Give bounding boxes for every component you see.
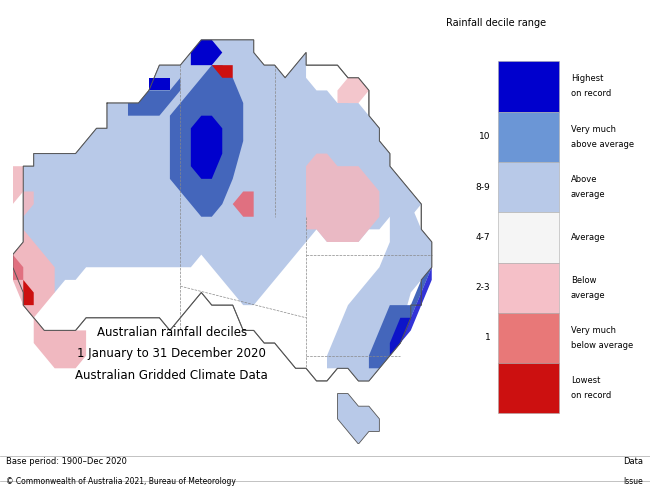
Text: Australian Gridded Climate Data: Australian Gridded Climate Data bbox=[75, 369, 268, 382]
Bar bbox=[499, 162, 559, 212]
Bar bbox=[499, 263, 559, 313]
Text: 1: 1 bbox=[485, 333, 490, 343]
Polygon shape bbox=[390, 267, 432, 356]
Polygon shape bbox=[327, 103, 358, 128]
Text: above average: above average bbox=[571, 140, 634, 149]
Polygon shape bbox=[337, 393, 380, 444]
Text: on record: on record bbox=[571, 89, 611, 99]
Text: Above: Above bbox=[571, 175, 597, 184]
Polygon shape bbox=[23, 280, 34, 305]
Text: 10: 10 bbox=[479, 132, 490, 141]
Polygon shape bbox=[34, 318, 86, 368]
Text: Very much: Very much bbox=[571, 125, 616, 134]
Text: on record: on record bbox=[571, 391, 611, 400]
Text: Lowest: Lowest bbox=[571, 376, 601, 385]
Polygon shape bbox=[337, 78, 369, 103]
Text: Issue: Issue bbox=[624, 477, 644, 486]
Text: Below: Below bbox=[571, 276, 597, 285]
Polygon shape bbox=[233, 191, 254, 217]
Text: 2-3: 2-3 bbox=[476, 283, 490, 292]
Text: © Commonwealth of Australia 2021, Bureau of Meteorology: © Commonwealth of Australia 2021, Bureau… bbox=[6, 477, 237, 486]
Bar bbox=[499, 212, 559, 263]
Polygon shape bbox=[13, 255, 23, 280]
Bar bbox=[499, 61, 559, 112]
Text: 8-9: 8-9 bbox=[476, 183, 490, 192]
Text: 1 January to 31 December 2020: 1 January to 31 December 2020 bbox=[77, 347, 266, 361]
Polygon shape bbox=[327, 204, 432, 381]
Text: Average: Average bbox=[571, 233, 606, 242]
Polygon shape bbox=[23, 191, 34, 217]
Polygon shape bbox=[191, 116, 222, 179]
Polygon shape bbox=[369, 267, 432, 368]
Text: Highest: Highest bbox=[571, 74, 603, 83]
Text: Data: Data bbox=[623, 457, 644, 466]
Polygon shape bbox=[13, 166, 23, 204]
Text: Very much: Very much bbox=[571, 326, 616, 335]
Polygon shape bbox=[149, 78, 170, 90]
Polygon shape bbox=[306, 154, 380, 242]
Text: Australian rainfall deciles: Australian rainfall deciles bbox=[97, 326, 247, 339]
Bar bbox=[499, 363, 559, 413]
Polygon shape bbox=[13, 229, 55, 318]
Text: Rainfall decile range: Rainfall decile range bbox=[446, 19, 546, 28]
Text: average: average bbox=[571, 291, 606, 300]
Polygon shape bbox=[170, 65, 243, 217]
Bar bbox=[499, 313, 559, 363]
Bar bbox=[499, 112, 559, 162]
Polygon shape bbox=[23, 40, 421, 305]
Text: 4-7: 4-7 bbox=[476, 233, 490, 242]
Polygon shape bbox=[191, 40, 222, 65]
Text: average: average bbox=[571, 190, 606, 199]
Polygon shape bbox=[13, 40, 432, 381]
Polygon shape bbox=[128, 78, 180, 116]
Polygon shape bbox=[212, 65, 233, 78]
Text: below average: below average bbox=[571, 341, 633, 350]
Text: Base period: 1900–Dec 2020: Base period: 1900–Dec 2020 bbox=[6, 457, 127, 466]
